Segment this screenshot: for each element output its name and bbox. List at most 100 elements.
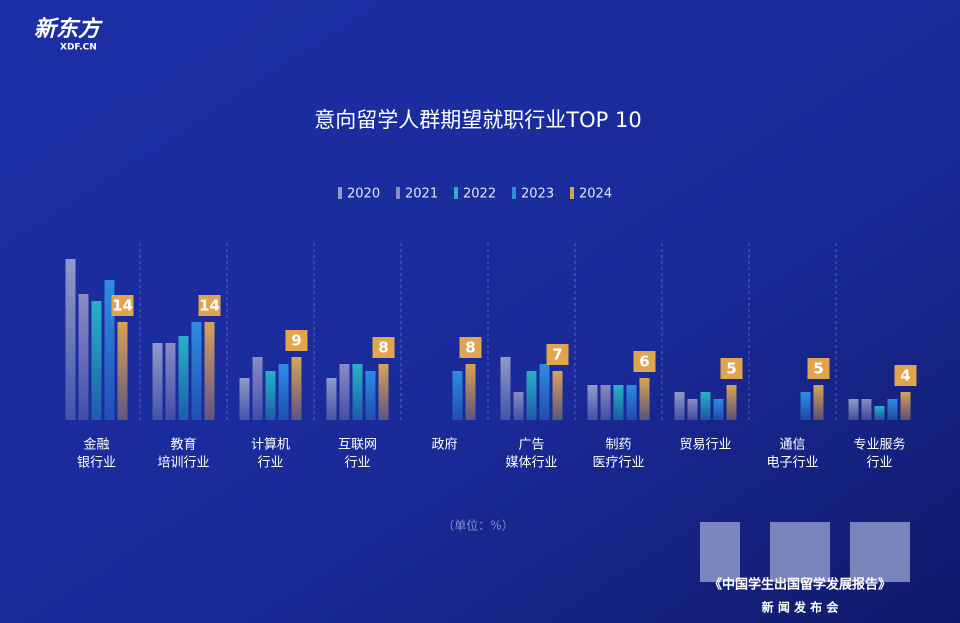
- bar: [552, 371, 563, 420]
- bar: [700, 392, 711, 420]
- value-label-box: [720, 358, 743, 379]
- brand-site: XDF.CN: [60, 43, 97, 53]
- footer-event: 新 闻 发 布 会: [762, 600, 840, 615]
- bar: [178, 336, 189, 420]
- bar: [278, 364, 289, 420]
- value-label: 4: [900, 367, 910, 385]
- value-label-box: [807, 358, 830, 379]
- legend-label: 2022: [463, 187, 496, 202]
- x-tick-label: 行业: [866, 456, 892, 471]
- value-label-box: [198, 295, 221, 316]
- bar: [239, 378, 250, 420]
- x-tick-label: 计算机: [251, 438, 290, 453]
- bar: [674, 392, 685, 420]
- bar: [65, 259, 76, 420]
- bar: [800, 392, 811, 420]
- unit-note: （单位：%）: [442, 518, 513, 533]
- value-label-box: [372, 337, 395, 358]
- bar: [204, 322, 215, 420]
- bar: [500, 357, 511, 420]
- x-tick-label: 金融: [83, 437, 109, 453]
- legend-label: 2020: [347, 187, 380, 202]
- bar: [587, 385, 598, 420]
- bar: [165, 343, 176, 420]
- x-tick-label: 互联网: [338, 438, 377, 453]
- bar: [452, 371, 463, 420]
- bar: [513, 392, 524, 420]
- footer-report: 《中国学生出国留学发展报告》: [709, 577, 891, 593]
- value-label: 9: [291, 332, 301, 350]
- bar: [326, 378, 337, 420]
- bar: [539, 364, 550, 420]
- x-tick-label: 通信: [779, 438, 805, 453]
- x-tick-label: 贸易行业: [679, 438, 731, 453]
- value-label-box: [459, 337, 482, 358]
- legend-swatch: [512, 187, 516, 199]
- bar: [526, 371, 537, 420]
- value-label-box: [894, 365, 917, 386]
- chart-title: 意向留学人群期望就职行业TOP 10: [314, 108, 641, 132]
- value-label: 8: [378, 339, 388, 357]
- bar: [687, 399, 698, 420]
- value-label-box: [633, 351, 656, 372]
- value-label: 7: [552, 346, 562, 364]
- value-label-box: [111, 295, 134, 316]
- x-tick-label: 教育: [170, 437, 196, 453]
- x-tick-label: 媒体行业: [505, 456, 557, 471]
- bar: [726, 385, 737, 420]
- legend-swatch: [338, 187, 342, 199]
- bar: [626, 385, 637, 420]
- value-label: 14: [112, 297, 133, 315]
- legend-swatch: [570, 187, 574, 199]
- legend-label: 2023: [521, 187, 554, 202]
- x-tick-label: 制药: [605, 438, 631, 453]
- bar: [117, 322, 128, 420]
- bar: [191, 322, 202, 420]
- value-label: 14: [199, 297, 220, 315]
- bar: [639, 378, 650, 420]
- bar: [152, 343, 163, 420]
- x-tick-label: 政府: [431, 438, 457, 453]
- bar: [352, 364, 363, 420]
- bar: [291, 357, 302, 420]
- bar: [365, 371, 376, 420]
- x-tick-label: 行业: [257, 456, 283, 471]
- bar: [91, 301, 102, 420]
- brand-name: 新东方: [34, 16, 103, 42]
- value-label: 5: [813, 360, 823, 378]
- x-tick-label: 广告: [518, 438, 544, 453]
- bar: [465, 364, 476, 420]
- legend-swatch: [396, 187, 400, 199]
- value-label-box: [546, 344, 569, 365]
- legend-label: 2021: [405, 187, 438, 202]
- bar: [900, 392, 911, 420]
- bar: [252, 357, 263, 420]
- value-label: 6: [639, 353, 649, 371]
- x-tick-label: 银行业: [77, 456, 116, 471]
- bar: [887, 399, 898, 420]
- bar: [600, 385, 611, 420]
- bar: [874, 406, 885, 420]
- bar: [613, 385, 624, 420]
- footer-deco: [700, 522, 910, 582]
- legend-swatch: [454, 187, 458, 199]
- bar: [339, 364, 350, 420]
- x-tick-label: 医疗行业: [592, 456, 644, 471]
- bar: [713, 399, 724, 420]
- x-tick-label: 行业: [344, 456, 370, 471]
- bar: [265, 371, 276, 420]
- legend-label: 2024: [579, 187, 612, 202]
- value-label-box: [285, 330, 308, 351]
- value-label: 8: [465, 339, 475, 357]
- x-tick-label: 专业服务: [853, 437, 905, 453]
- x-tick-label: 培训行业: [157, 455, 209, 471]
- bar: [378, 364, 389, 420]
- x-tick-label: 电子行业: [766, 456, 818, 471]
- bar: [78, 294, 89, 420]
- bar: [861, 399, 872, 420]
- bar: [848, 399, 859, 420]
- bar: [813, 385, 824, 420]
- value-label: 5: [726, 360, 736, 378]
